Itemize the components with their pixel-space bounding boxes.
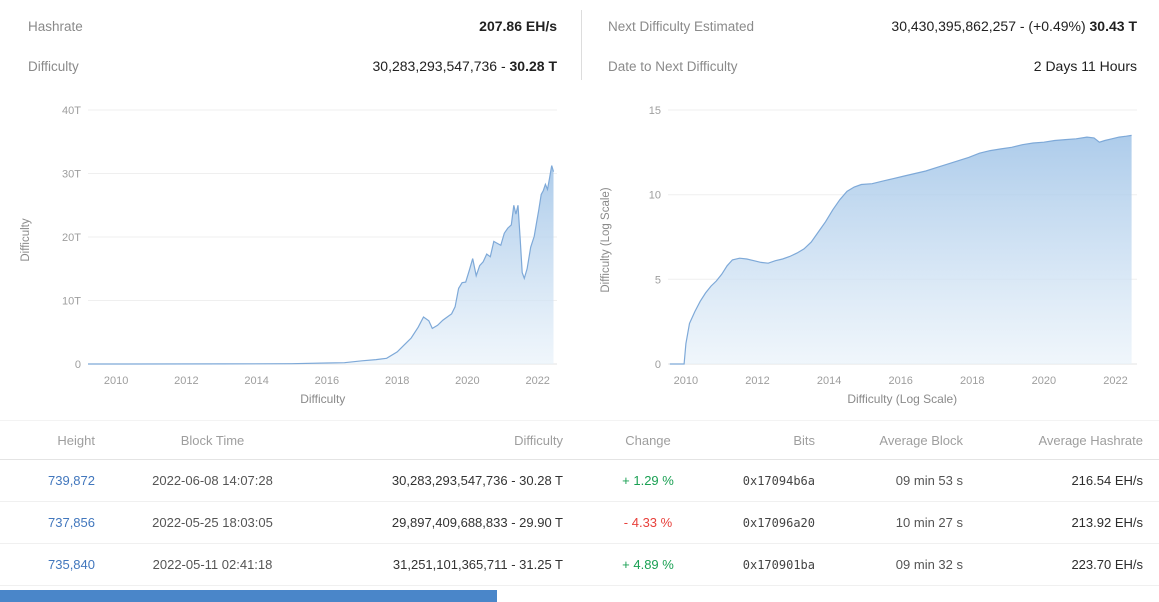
average-hashrate-cell: 223.70 EH/s — [1071, 557, 1143, 572]
svg-text:5: 5 — [654, 274, 660, 286]
change-cell: - 4.33 % — [623, 515, 673, 530]
header-average-hashrate: Average Hashrate — [1038, 432, 1143, 448]
bits-cell: 0x170901ba — [742, 557, 815, 572]
difficulty-cell: 29,897,409,688,833 - 29.90 T — [391, 515, 563, 530]
svg-text:2022: 2022 — [1103, 375, 1127, 387]
difficulty-value-main: 30,283,293,547,736 - — [372, 58, 510, 74]
next-difficulty-label: Next Difficulty Estimated — [608, 18, 755, 34]
date-to-next-label: Date to Next Difficulty — [608, 58, 738, 74]
svg-text:2014: 2014 — [244, 375, 268, 387]
average-hashrate-cell: 213.92 EH/s — [1071, 515, 1143, 530]
header-height: Height — [57, 432, 95, 448]
date-to-next-value: 2 Days 11 Hours — [1033, 58, 1137, 74]
block-time-cell: 2022-05-11 02:41:18 — [152, 557, 273, 572]
difficulty-linear-y-axis-label: Difficulty — [20, 218, 32, 262]
difficulty-value-short: 30.28 T — [509, 58, 557, 74]
date-to-next-stat: Date to Next Difficulty 2 Days 11 Hours — [608, 46, 1137, 86]
stats-divider — [581, 10, 582, 80]
table-row: 737,856 2022-05-25 18:03:05 29,897,409,6… — [0, 502, 1159, 544]
svg-text:20T: 20T — [62, 232, 81, 244]
average-block-cell: 09 min 32 s — [895, 557, 963, 572]
svg-text:2014: 2014 — [816, 375, 840, 387]
difficulty-log-chart-plot[interactable]: 0 5 10 15 2010 2012 2014 2016 2018 2020 2022 — [620, 98, 1145, 390]
hashrate-stat: Hashrate 207.86 EH/s — [28, 6, 557, 46]
horizontal-scrollbar-thumb[interactable] — [0, 590, 497, 602]
difficulty-log-chart: Difficulty (Log Scale) 0 5 10 15 2010 2012 201… — [596, 98, 1146, 406]
svg-text:2022: 2022 — [525, 375, 549, 387]
change-cell: + 4.89 % — [622, 557, 674, 572]
svg-text:30T: 30T — [62, 169, 81, 181]
svg-text:0: 0 — [654, 359, 660, 371]
svg-text:2010: 2010 — [673, 375, 697, 387]
svg-text:40T: 40T — [62, 105, 81, 117]
difficulty-value: 30,283,293,547,736 - 30.28 T — [373, 58, 558, 74]
hashrate-label: Hashrate — [28, 18, 83, 34]
stats-left-column: Hashrate 207.86 EH/s Difficulty 30,283,2… — [0, 2, 581, 90]
difficulty-label: Difficulty — [28, 58, 79, 74]
svg-text:2018: 2018 — [385, 375, 409, 387]
svg-text:10: 10 — [648, 190, 660, 202]
svg-text:2020: 2020 — [455, 375, 479, 387]
header-difficulty: Difficulty — [514, 432, 563, 448]
svg-text:10T: 10T — [62, 296, 81, 308]
next-difficulty-value-main: 30,430,395,862,257 - (+0.49%) — [891, 18, 1090, 34]
stats-right-column: Next Difficulty Estimated 30,430,395,862… — [582, 2, 1159, 90]
next-difficulty-value: 30,430,395,862,257 - (+0.49%) 30.43 T — [891, 18, 1137, 34]
svg-text:2010: 2010 — [104, 375, 128, 387]
average-block-cell: 09 min 53 s — [895, 473, 963, 488]
average-block-cell: 10 min 27 s — [895, 515, 963, 530]
svg-text:15: 15 — [648, 105, 660, 117]
block-time-cell: 2022-05-25 18:03:05 — [152, 515, 273, 530]
header-average-block: Average Block — [879, 432, 963, 448]
difficulty-linear-chart-plot[interactable]: 0 10T 20T 30T 40T 2010 2012 2014 2016 2018 2020 202… — [40, 98, 565, 390]
header-change: Change — [625, 432, 671, 448]
bits-cell: 0x17094b6a — [742, 473, 815, 488]
svg-text:2018: 2018 — [960, 375, 984, 387]
block-height-link[interactable]: 739,872 — [48, 473, 95, 488]
svg-text:2012: 2012 — [174, 375, 198, 387]
header-block-time: Block Time — [180, 432, 245, 448]
header-bits: Bits — [793, 432, 815, 448]
change-cell: + 1.29 % — [622, 473, 674, 488]
average-hashrate-cell: 216.54 EH/s — [1071, 473, 1143, 488]
stats-panel: Hashrate 207.86 EH/s Difficulty 30,283,2… — [0, 0, 1159, 90]
table-row: 739,872 2022-06-08 14:07:28 30,283,293,5… — [0, 460, 1159, 502]
svg-text:2012: 2012 — [745, 375, 769, 387]
difficulty-linear-chart: Difficulty 0 10T 20T 30T 40T 2010 2012 2014 2016… — [16, 98, 566, 406]
bits-cell: 0x17096a20 — [742, 515, 815, 530]
svg-text:2016: 2016 — [315, 375, 339, 387]
svg-text:0: 0 — [75, 359, 81, 371]
difficulty-linear-x-axis-label: Difficulty — [300, 392, 346, 406]
next-difficulty-stat: Next Difficulty Estimated 30,430,395,862… — [608, 6, 1137, 46]
difficulty-cell: 31,251,101,365,711 - 31.25 T — [392, 557, 563, 572]
next-difficulty-value-short: 30.43 T — [1089, 18, 1137, 34]
table-header-row: Height Block Time Difficulty Change Bits… — [0, 421, 1159, 460]
svg-text:2020: 2020 — [1031, 375, 1055, 387]
difficulty-stat: Difficulty 30,283,293,547,736 - 30.28 T — [28, 46, 557, 86]
difficulty-cell: 30,283,293,547,736 - 30.28 T — [391, 473, 563, 488]
svg-text:2016: 2016 — [888, 375, 912, 387]
difficulty-table: Height Block Time Difficulty Change Bits… — [0, 420, 1159, 586]
difficulty-log-y-axis-label: Difficulty (Log Scale) — [599, 187, 612, 293]
block-time-cell: 2022-06-08 14:07:28 — [152, 473, 273, 488]
hashrate-value: 207.86 EH/s — [479, 18, 557, 34]
table-row: 735,840 2022-05-11 02:41:18 31,251,101,3… — [0, 544, 1159, 586]
block-height-link[interactable]: 737,856 — [48, 515, 95, 530]
difficulty-log-x-axis-label: Difficulty (Log Scale) — [847, 392, 958, 406]
charts-section: Difficulty 0 10T 20T 30T 40T 2010 2012 2014 2016… — [0, 90, 1159, 406]
block-height-link[interactable]: 735,840 — [48, 557, 95, 572]
